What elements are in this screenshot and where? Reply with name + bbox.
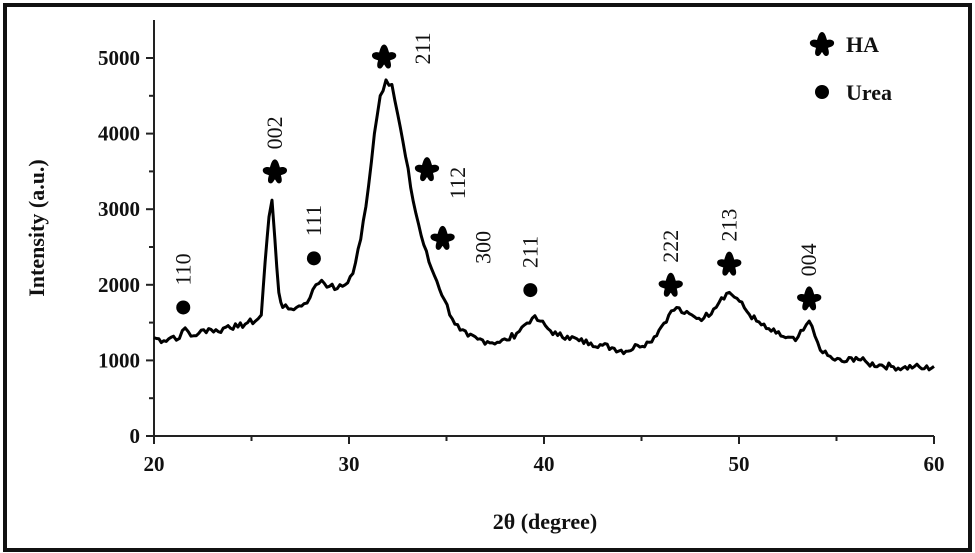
peak-annotation: 111: [301, 205, 326, 266]
legend-item-ha: HA: [809, 32, 879, 57]
y-tick-label: 5000: [98, 46, 140, 70]
hkl-label: 004: [796, 243, 821, 276]
star-icon: [809, 32, 835, 56]
hkl-label: 110: [170, 253, 195, 285]
hkl-label: 002: [262, 116, 287, 149]
circle-icon: [815, 85, 829, 99]
peak-annotation: 211: [371, 32, 435, 69]
y-tick-label: 0: [130, 424, 141, 448]
circle-icon: [523, 283, 538, 298]
peak-annotation: 110: [170, 253, 195, 315]
peak-annotation: 300: [430, 225, 496, 264]
star-icon: [414, 157, 440, 182]
legend-item-urea: Urea: [815, 80, 892, 105]
y-tick-label: 4000: [98, 122, 140, 146]
hkl-label: 222: [658, 230, 683, 263]
hkl-label: 300: [471, 231, 496, 264]
peak-annotation: 213: [716, 209, 742, 276]
star-icon: [797, 286, 822, 311]
x-tick-label: 20: [144, 452, 165, 476]
x-tick-label: 30: [339, 452, 360, 476]
y-axis-title: Intensity (a.u.): [24, 159, 49, 297]
circle-icon: [306, 251, 321, 266]
star-icon: [430, 225, 455, 250]
peak-annotations: 110 002 111 211 112 300 211 222 213 004: [170, 32, 822, 315]
peak-annotation: 112: [414, 157, 470, 199]
x-tick-label: 60: [924, 452, 945, 476]
x-tick-label: 50: [729, 452, 750, 476]
legend: HA Urea: [809, 32, 892, 105]
x-axis: 20 30 40 50 60: [144, 435, 945, 476]
peak-annotation: 004: [796, 243, 822, 311]
y-tick-label: 1000: [98, 348, 140, 372]
star-icon: [371, 44, 397, 69]
peak-annotation: 211: [517, 236, 542, 298]
star-icon: [658, 272, 683, 297]
figure-frame: [3, 3, 972, 552]
y-tick-label: 3000: [98, 197, 140, 221]
peak-annotation: 002: [262, 116, 288, 184]
x-tick-label: 40: [534, 452, 555, 476]
x-axis-title: 2θ (degree): [493, 509, 598, 534]
star-icon: [262, 159, 288, 184]
hkl-label: 213: [716, 209, 741, 242]
peak-annotation: 222: [658, 230, 683, 297]
xrd-pattern-line: [153, 78, 935, 372]
circle-icon: [176, 300, 191, 315]
legend-label-ha: HA: [846, 32, 879, 57]
hkl-label: 211: [517, 236, 542, 268]
y-axis: 0 1000 2000 3000 4000 5000: [98, 20, 155, 448]
star-icon: [717, 251, 742, 276]
legend-label-urea: Urea: [846, 80, 892, 105]
y-tick-label: 2000: [98, 273, 140, 297]
hkl-label: 111: [301, 205, 326, 236]
hkl-label: 211: [410, 32, 435, 64]
hkl-label: 112: [445, 167, 470, 199]
